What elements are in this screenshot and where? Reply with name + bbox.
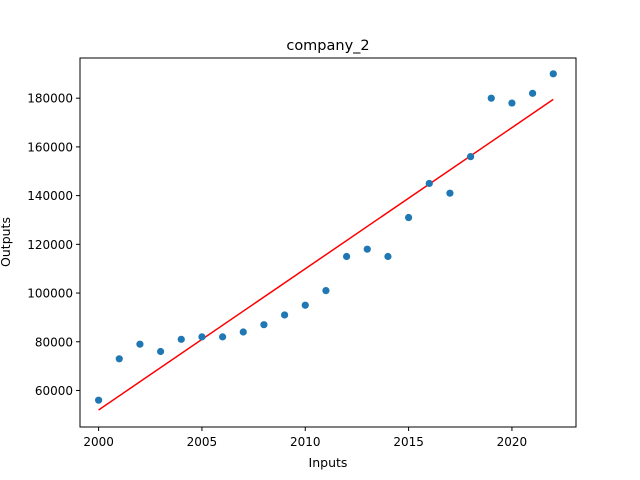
x-tick-label: 2005 bbox=[187, 435, 218, 449]
data-point bbox=[301, 301, 309, 309]
data-point bbox=[177, 335, 185, 343]
data-point bbox=[136, 340, 144, 348]
data-point bbox=[467, 153, 475, 161]
x-tick-label: 2010 bbox=[290, 435, 321, 449]
y-tick-label: 120000 bbox=[27, 238, 73, 252]
chart-title: company_2 bbox=[286, 38, 369, 54]
data-point bbox=[343, 252, 351, 261]
data-point bbox=[322, 287, 330, 295]
plot-area bbox=[95, 70, 557, 411]
data-point bbox=[405, 213, 413, 222]
data-point bbox=[363, 245, 371, 253]
x-axis: 2000 2005 2010 2015 2020 bbox=[83, 427, 527, 449]
data-point bbox=[446, 189, 454, 197]
data-point bbox=[115, 355, 123, 363]
y-tick-label: 60000 bbox=[35, 384, 73, 398]
data-point bbox=[157, 347, 165, 356]
x-tick-label: 2020 bbox=[497, 435, 528, 449]
data-point bbox=[529, 89, 537, 97]
y-tick-label: 100000 bbox=[27, 287, 73, 301]
data-point bbox=[260, 321, 268, 329]
data-point bbox=[425, 179, 433, 188]
data-point bbox=[239, 328, 247, 336]
data-point bbox=[95, 396, 103, 404]
axes-frame bbox=[79, 57, 577, 428]
data-point bbox=[281, 311, 289, 319]
data-point bbox=[487, 94, 495, 102]
y-tick-label: 140000 bbox=[27, 189, 73, 203]
x-axis-label: Inputs bbox=[309, 455, 348, 470]
x-tick-label: 2015 bbox=[393, 435, 424, 449]
data-point bbox=[508, 99, 516, 107]
data-point bbox=[198, 333, 206, 341]
data-point bbox=[549, 70, 557, 78]
data-point bbox=[219, 333, 227, 341]
y-tick-label: 180000 bbox=[27, 92, 73, 106]
y-tick-label: 160000 bbox=[27, 140, 73, 154]
regression-line bbox=[98, 98, 554, 411]
y-axis: 60000 80000 100000 120000 140000 160000 180000 bbox=[27, 92, 80, 398]
y-axis-label: Outputs bbox=[0, 217, 13, 267]
data-point bbox=[384, 252, 392, 261]
y-tick-label: 80000 bbox=[35, 335, 73, 349]
x-tick-label: 2000 bbox=[83, 435, 114, 449]
